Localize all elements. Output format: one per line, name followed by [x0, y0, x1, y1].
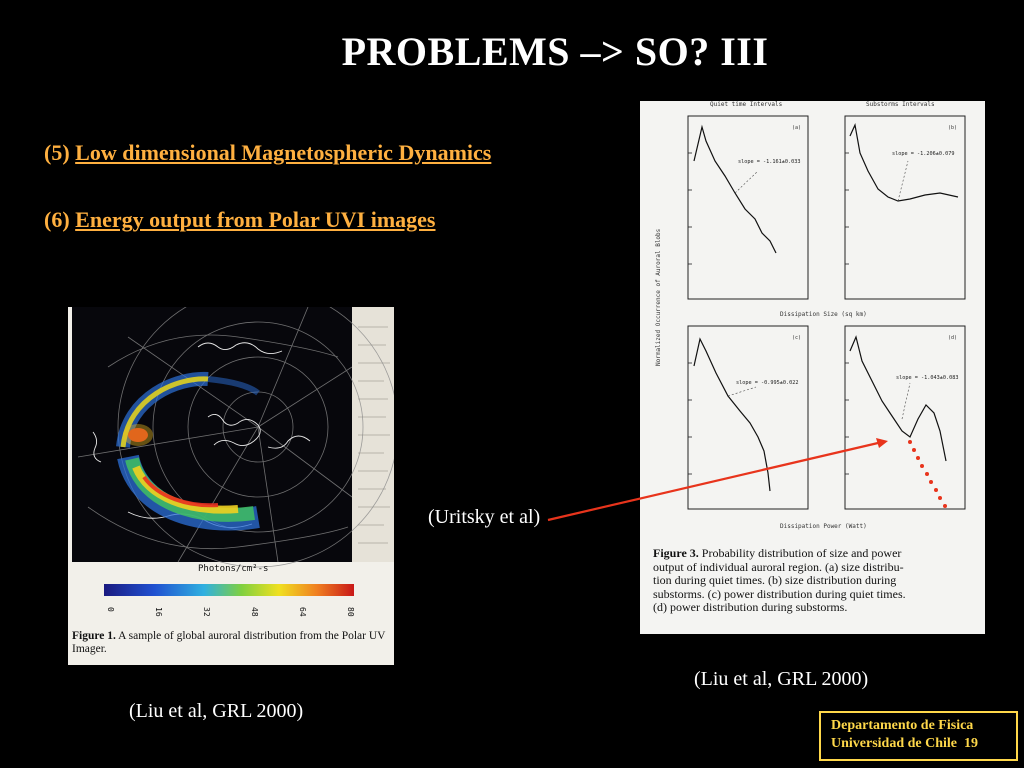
- panel-label-a: (a): [792, 125, 801, 131]
- colorbar-tick: 32: [202, 607, 211, 617]
- panel-b: [844, 115, 966, 300]
- colorbar-tick: 80: [346, 607, 355, 617]
- footer-university: Universidad de Chile: [831, 736, 958, 751]
- figure-3-line-2: output of individual auroral region. (a)…: [653, 559, 904, 574]
- citation-right: (Liu et al, GRL 2000): [694, 668, 869, 690]
- colorbar-label: Photons/cm²-s: [198, 564, 268, 574]
- colorbar-tick: 48: [250, 607, 259, 617]
- footer-university-line: Universidad de Chile 19: [831, 735, 1016, 753]
- figure-3-line-1: Probability distribution of size and pow…: [701, 546, 902, 560]
- distribution-figure: Quiet time Intervals Substorms Intervals…: [640, 101, 985, 634]
- page-number: 19: [964, 736, 979, 751]
- item-5-link[interactable]: Low dimensional Magnetospheric Dynamics: [75, 140, 492, 165]
- curve-c: [693, 337, 771, 492]
- panel-label-c: (c): [792, 335, 801, 341]
- item-6-link[interactable]: Energy output from Polar UVI images: [75, 207, 436, 232]
- figure-1-caption: Figure 1. A sample of global auroral dis…: [72, 630, 390, 656]
- annotation-uritsky: (Uritsky et al): [428, 506, 541, 528]
- figure-3-line-3: tion during quiet times. (b) size distri…: [653, 573, 897, 587]
- slope-a: slope = -1.161±0.033: [738, 159, 800, 165]
- x-label-size: Dissipation Size (sq km): [780, 311, 867, 318]
- panel-title-substorms: Substorms Intervals: [866, 101, 935, 108]
- distribution-plots: Quiet time Intervals Substorms Intervals…: [655, 101, 966, 530]
- figure-3-line-5: (d) power distribution during substorms.: [653, 600, 848, 614]
- panel-title-quiet: Quiet time Intervals: [710, 101, 783, 108]
- panel-c: [687, 325, 809, 510]
- item-6: (6) Energy output from Polar UVI images: [44, 207, 436, 233]
- panel-label-b: (b): [948, 125, 957, 131]
- y-axis-label: Normalized Occurrence of Auroral Blobs: [655, 228, 662, 366]
- colorbar: [104, 584, 354, 596]
- footer-department: Departamento de Fisica: [831, 718, 974, 733]
- panel-label-d: (d): [948, 335, 957, 341]
- colorbar-tick: 64: [298, 607, 307, 617]
- slope-d: slope = -1.043±0.083: [896, 375, 958, 381]
- curve-d: [849, 335, 947, 462]
- colorbar-tick: 0: [106, 607, 115, 612]
- slope-c: slope = -0.995±0.022: [736, 380, 798, 386]
- x-label-power: Dissipation Power (Watt): [780, 523, 867, 530]
- citation-left: (Liu et al, GRL 2000): [129, 700, 304, 722]
- figure-3-caption: Figure 3. Probability distribution of si…: [653, 546, 983, 615]
- figure-1-text: A sample of global auroral distribution …: [72, 630, 386, 655]
- slide-title: PROBLEMS –> SO? III: [341, 29, 769, 74]
- figure-3-line-4: substorms. (c) power distribution during…: [653, 586, 906, 601]
- slope-b: slope = -1.206±0.079: [892, 151, 954, 157]
- curve-b: [849, 122, 959, 202]
- auroral-figure: Photons/cm²-s 0 16 32 48 64 80 Figure 1.…: [68, 307, 394, 665]
- footer-box: Departamento de Fisica Universidad de Ch…: [819, 711, 1018, 761]
- colorbar-tick: 16: [154, 607, 163, 617]
- panel-d: [844, 325, 966, 510]
- panel-a: [687, 115, 809, 300]
- figure-1-label: Figure 1.: [72, 630, 116, 642]
- auroral-image: Photons/cm²-s 0 16 32 48 64 80: [72, 307, 394, 617]
- item-6-number: (6): [44, 207, 70, 232]
- dotted-trend-line: [908, 440, 947, 508]
- item-5-number: (5): [44, 140, 70, 165]
- figure-3-label: Figure 3.: [653, 546, 699, 560]
- item-5: (5) Low dimensional Magnetospheric Dynam…: [44, 140, 491, 166]
